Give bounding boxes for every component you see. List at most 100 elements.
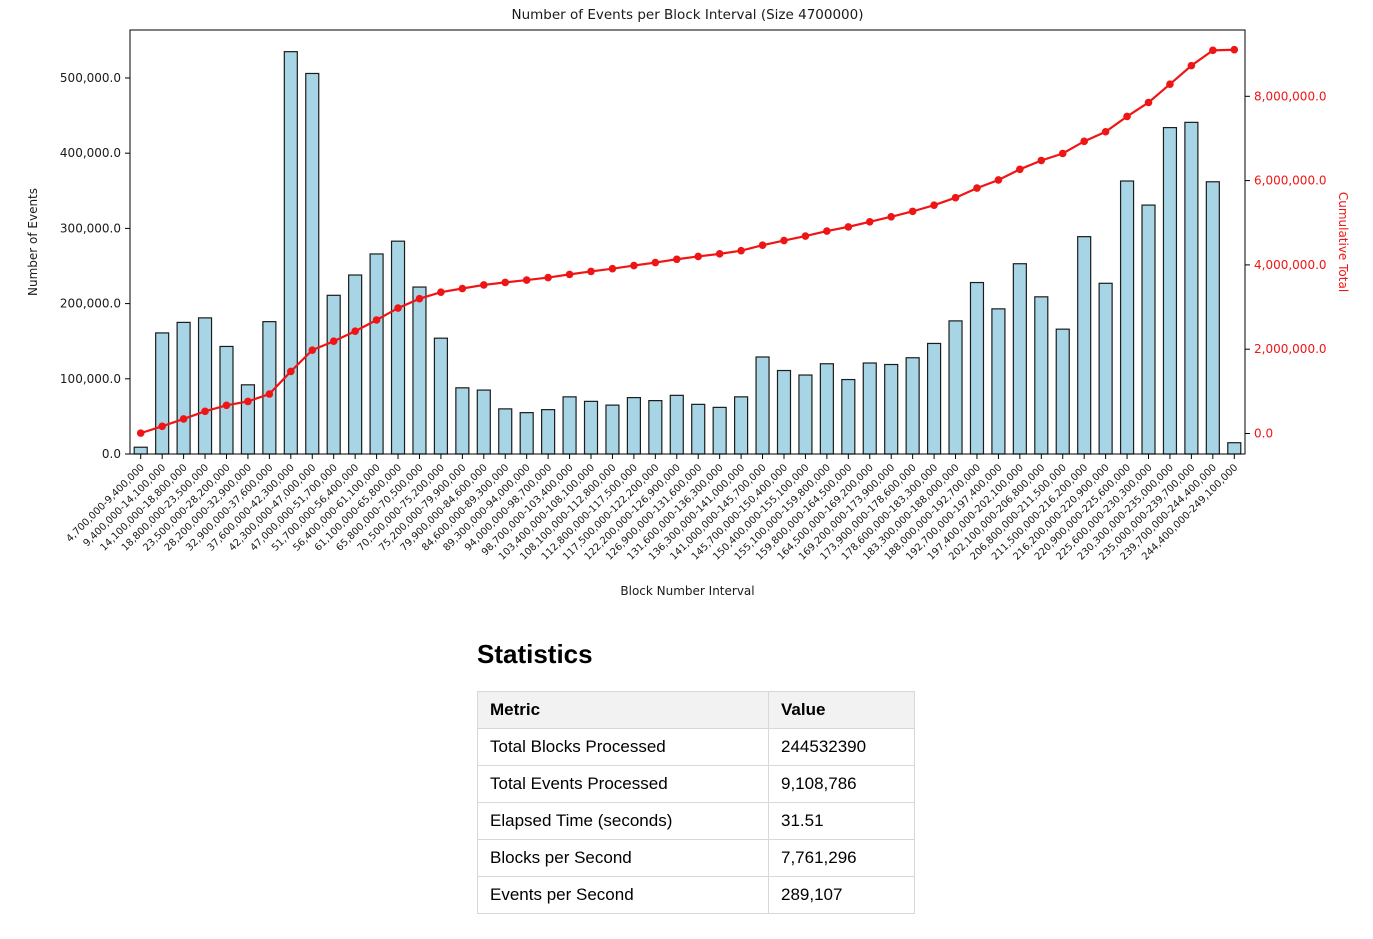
cumulative-total-point bbox=[1037, 156, 1046, 165]
event-count-bar bbox=[1077, 236, 1092, 455]
cumulative-total-point bbox=[136, 429, 145, 437]
right-axis-label: Cumulative Total bbox=[1336, 192, 1350, 292]
event-count-bar bbox=[283, 51, 298, 455]
event-count-bar bbox=[583, 400, 599, 455]
event-count-bar bbox=[926, 342, 942, 455]
cumulative-total-point bbox=[522, 276, 531, 284]
cumulative-total-point bbox=[1166, 80, 1174, 89]
events-chart-figure: 0.0 100,000.0 200,000.0 300,000.0 400,000.0 5… bbox=[26, 7, 1350, 598]
event-count-bar bbox=[176, 321, 191, 455]
event-count-bar bbox=[562, 396, 577, 455]
event-count-bar bbox=[369, 253, 384, 455]
cumulative-total-point bbox=[951, 193, 960, 202]
event-count-bar bbox=[498, 408, 513, 455]
cumulative-total-point bbox=[844, 223, 853, 231]
cumulative-total-line bbox=[140, 48, 1235, 435]
cumulative-total-point bbox=[1016, 165, 1024, 174]
plot-border bbox=[129, 29, 1246, 455]
cumulative-total-point bbox=[287, 367, 295, 376]
event-count-bar bbox=[390, 240, 406, 455]
event-count-bar bbox=[133, 446, 148, 455]
cumulative-total-point bbox=[544, 273, 552, 282]
metric-cell: Total Events Processed bbox=[477, 764, 769, 803]
cumulative-total-point bbox=[265, 390, 274, 398]
left-axis-tick-label: 0.0 bbox=[102, 447, 121, 461]
stats-table-row: Events per Second 289,107 bbox=[477, 875, 915, 914]
cumulative-total-point bbox=[479, 281, 488, 289]
cumulative-total-point bbox=[672, 255, 681, 264]
left-axis-tick-label: 200,000.0 bbox=[60, 297, 121, 311]
statistics-table: Metric Value Total Blocks Processed 24453… bbox=[477, 690, 915, 914]
event-count-bar bbox=[669, 394, 684, 455]
event-count-bar bbox=[1141, 204, 1156, 455]
cumulative-total-point bbox=[179, 415, 188, 423]
cumulative-total-point bbox=[737, 246, 745, 255]
statistics-section: Statistics Metric Value Total Blocks Pro… bbox=[477, 639, 915, 914]
cumulative-total-point bbox=[587, 267, 595, 276]
event-count-bar bbox=[884, 363, 899, 455]
cumulative-total-point bbox=[565, 270, 574, 279]
event-count-bar bbox=[776, 369, 792, 455]
cumulative-total-point bbox=[437, 288, 445, 297]
cumulative-total-point bbox=[1209, 46, 1217, 55]
metric-cell: Blocks per Second bbox=[477, 838, 769, 877]
event-count-bar bbox=[991, 308, 1006, 455]
cumulative-total-point bbox=[994, 176, 1003, 184]
event-count-bar bbox=[1184, 121, 1199, 455]
event-count-bar bbox=[476, 389, 491, 455]
value-cell: 244532390 bbox=[768, 727, 915, 766]
metric-cell: Total Blocks Processed bbox=[477, 727, 769, 766]
event-count-bar bbox=[969, 281, 985, 455]
stats-table-row: Blocks per Second 7,761,296 bbox=[477, 838, 915, 877]
value-cell: 7,761,296 bbox=[768, 838, 915, 877]
chart-title: Number of Events per Block Interval (Siz… bbox=[512, 7, 864, 23]
cumulative-total-point bbox=[715, 250, 724, 258]
cumulative-total-point bbox=[758, 241, 767, 250]
cumulative-total-point bbox=[158, 422, 166, 431]
event-count-bar bbox=[841, 378, 856, 455]
event-count-bar bbox=[605, 404, 620, 455]
event-count-bar bbox=[648, 400, 663, 455]
cumulative-total-point bbox=[887, 212, 896, 221]
event-count-bar bbox=[197, 317, 213, 455]
event-count-bar bbox=[305, 72, 320, 455]
metric-cell: Elapsed Time (seconds) bbox=[477, 801, 769, 840]
cumulative-total-point bbox=[694, 252, 703, 261]
events-chart: 0.0 100,000.0 200,000.0 300,000.0 400,000.0 5… bbox=[26, 7, 1350, 598]
event-count-bar bbox=[1055, 328, 1070, 455]
event-count-bar bbox=[798, 374, 813, 455]
event-count-bar bbox=[219, 345, 234, 455]
event-count-bar bbox=[155, 332, 170, 455]
cumulative-total-point bbox=[630, 261, 638, 270]
event-count-bar bbox=[1098, 282, 1113, 455]
event-count-bar bbox=[734, 396, 749, 455]
right-axis-tick-label: 8,000,000.0 bbox=[1254, 89, 1327, 103]
event-count-bar bbox=[755, 356, 770, 455]
cumulative-total-point bbox=[908, 207, 917, 216]
event-count-bar bbox=[862, 362, 877, 455]
value-cell: 9,108,786 bbox=[768, 764, 915, 803]
left-axis-tick-label: 100,000.0 bbox=[60, 372, 121, 386]
left-axis-tick-label: 500,000.0 bbox=[60, 71, 121, 85]
right-axis-tick-label: 0.0 bbox=[1254, 427, 1273, 441]
cumulative-total-point bbox=[329, 337, 338, 346]
cumulative-total-point bbox=[501, 278, 510, 287]
cumulative-total-point bbox=[1144, 98, 1153, 107]
cumulative-total-point bbox=[608, 264, 617, 273]
right-axis-tick-label: 6,000,000.0 bbox=[1254, 174, 1327, 188]
value-cell: 289,107 bbox=[768, 875, 915, 914]
cumulative-total-point bbox=[244, 397, 252, 406]
stats-table-row: Total Blocks Processed 244532390 bbox=[477, 727, 915, 766]
cumulative-total-point bbox=[308, 346, 317, 354]
event-count-bar bbox=[433, 337, 449, 455]
value-column-header: Value bbox=[768, 690, 915, 729]
event-count-bar bbox=[1205, 181, 1220, 455]
metric-column-header: Metric bbox=[477, 690, 769, 729]
stats-table-row: Total Events Processed 9,108,786 bbox=[477, 764, 915, 803]
stats-table-row: Elapsed Time (seconds) 31.51 bbox=[477, 801, 915, 840]
event-count-bar bbox=[240, 384, 256, 455]
event-count-bar bbox=[1034, 296, 1049, 455]
event-count-bar bbox=[519, 412, 534, 455]
cumulative-total-point bbox=[973, 184, 981, 192]
event-count-bar bbox=[455, 387, 470, 455]
